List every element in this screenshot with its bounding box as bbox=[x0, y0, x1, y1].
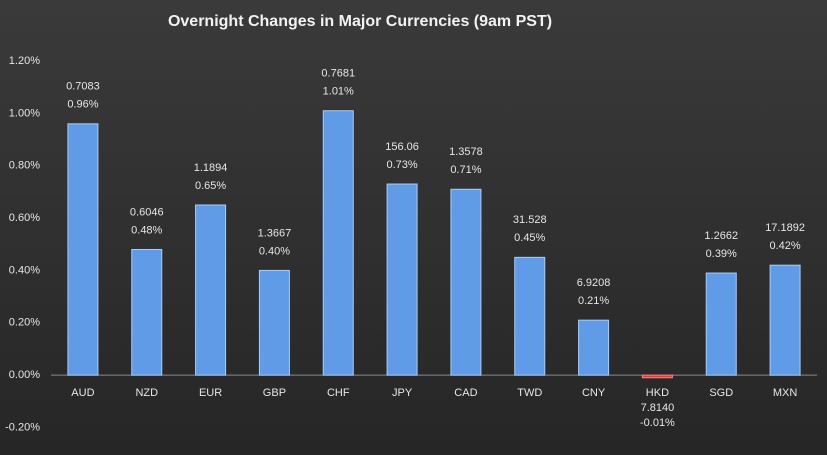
rate-label: 1.1894 bbox=[194, 162, 228, 174]
x-tick-label: CAD bbox=[454, 387, 477, 399]
rate-label: 17.1892 bbox=[765, 222, 805, 234]
rate-label: 7.8140 bbox=[641, 402, 675, 414]
value-label: 0.42% bbox=[769, 240, 800, 252]
bar bbox=[386, 183, 418, 376]
rate-label: 0.7681 bbox=[321, 68, 355, 80]
bar bbox=[67, 123, 99, 376]
value-label: 0.48% bbox=[131, 224, 162, 236]
bar bbox=[258, 269, 290, 376]
bar bbox=[514, 256, 546, 376]
x-tick-label: NZD bbox=[135, 387, 158, 399]
rate-label: 0.7083 bbox=[66, 81, 100, 93]
bar bbox=[195, 204, 227, 376]
x-tick-label: SGD bbox=[709, 387, 733, 399]
value-label: 0.96% bbox=[67, 99, 98, 111]
rate-label: 156.06 bbox=[385, 141, 419, 153]
chart-title: Overnight Changes in Major Currencies (9… bbox=[168, 13, 552, 30]
bar bbox=[705, 272, 737, 376]
rate-label: 31.528 bbox=[513, 214, 547, 226]
y-tick-label: 0.60% bbox=[9, 212, 40, 224]
value-label: 0.21% bbox=[578, 295, 609, 307]
y-tick-label: 0.80% bbox=[9, 160, 40, 172]
value-label: -0.01% bbox=[640, 417, 675, 429]
value-label: 0.65% bbox=[195, 180, 226, 192]
x-tick-label: AUD bbox=[71, 387, 94, 399]
x-tick-label: CHF bbox=[327, 387, 350, 399]
bar bbox=[578, 319, 610, 376]
value-label: 0.45% bbox=[514, 232, 545, 244]
bar bbox=[450, 188, 482, 376]
y-tick-label: 0.20% bbox=[9, 317, 40, 329]
rate-label: 6.9208 bbox=[577, 277, 611, 289]
x-tick-label: GBP bbox=[263, 387, 286, 399]
bar bbox=[641, 374, 673, 379]
bar bbox=[769, 264, 801, 376]
x-tick-label: HKD bbox=[646, 387, 669, 399]
y-tick-label: 1.00% bbox=[9, 107, 40, 119]
value-label: 0.39% bbox=[706, 248, 737, 260]
value-label: 1.01% bbox=[323, 86, 354, 98]
value-label: 0.40% bbox=[259, 245, 290, 257]
bar bbox=[322, 110, 354, 376]
x-tick-label: CNY bbox=[582, 387, 606, 399]
rate-label: 1.3578 bbox=[449, 146, 483, 158]
y-tick-label: 0.00% bbox=[9, 369, 40, 381]
y-tick-label: 1.20% bbox=[9, 55, 40, 67]
rate-label: 1.2662 bbox=[704, 230, 738, 242]
x-tick-label: TWD bbox=[517, 387, 542, 399]
bar bbox=[131, 248, 163, 376]
x-tick-label: MXN bbox=[773, 387, 798, 399]
value-label: 0.73% bbox=[386, 159, 417, 171]
y-tick-label: -0.20% bbox=[5, 421, 40, 433]
y-tick-label: 0.40% bbox=[9, 264, 40, 276]
value-label: 0.71% bbox=[450, 164, 481, 176]
x-tick-label: JPY bbox=[392, 387, 413, 399]
rate-label: 1.3667 bbox=[258, 227, 292, 239]
rate-label: 0.6046 bbox=[130, 206, 164, 218]
x-tick-label: EUR bbox=[199, 387, 222, 399]
